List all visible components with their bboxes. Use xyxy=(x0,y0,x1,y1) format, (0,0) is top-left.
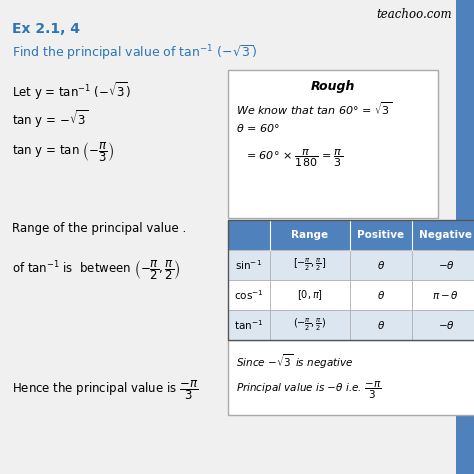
Text: Negative: Negative xyxy=(419,230,473,240)
Text: tan y = $-\sqrt{3}$: tan y = $-\sqrt{3}$ xyxy=(12,108,88,130)
Bar xyxy=(228,310,270,340)
Text: Let y = tan$^{-1}$ $(-\sqrt{3})$: Let y = tan$^{-1}$ $(-\sqrt{3})$ xyxy=(12,80,131,102)
Text: $\theta$ = 60°: $\theta$ = 60° xyxy=(236,122,280,134)
Text: Principal value is $-\theta$ i.e. $\dfrac{-\pi}{3}$: Principal value is $-\theta$ i.e. $\dfra… xyxy=(236,380,382,401)
Bar xyxy=(350,250,412,280)
Bar xyxy=(412,250,474,280)
Text: sin$^{-1}$: sin$^{-1}$ xyxy=(236,258,263,272)
Bar xyxy=(270,310,350,340)
Text: $\pi-\theta$: $\pi-\theta$ xyxy=(432,289,460,301)
Bar xyxy=(456,0,474,474)
Text: Find the principal value of tan$^{-1}$ $(-\sqrt{3})$: Find the principal value of tan$^{-1}$ $… xyxy=(12,44,257,63)
Text: $[-\frac{\pi}{2}, \frac{\pi}{2}]$: $[-\frac{\pi}{2}, \frac{\pi}{2}]$ xyxy=(293,256,327,273)
Bar xyxy=(350,310,412,340)
Text: tan$^{-1}$: tan$^{-1}$ xyxy=(235,318,264,332)
Text: teachoo.com: teachoo.com xyxy=(376,8,452,21)
Bar xyxy=(228,220,474,340)
Bar xyxy=(270,250,350,280)
Bar xyxy=(350,280,412,310)
Text: Range of the principal value .: Range of the principal value . xyxy=(12,222,186,235)
Bar xyxy=(412,280,474,310)
Text: Hence the principal value is $\dfrac{-\pi}{3}$: Hence the principal value is $\dfrac{-\p… xyxy=(12,378,198,401)
Text: We know that tan 60° = $\sqrt{3}$: We know that tan 60° = $\sqrt{3}$ xyxy=(236,100,392,117)
Bar xyxy=(228,280,270,310)
Bar xyxy=(412,310,474,340)
Text: $(-\frac{\pi}{2}, \frac{\pi}{2})$: $(-\frac{\pi}{2}, \frac{\pi}{2})$ xyxy=(293,317,327,333)
Text: $-\theta$: $-\theta$ xyxy=(438,259,455,271)
Text: Since $-\sqrt{3}$ is negative: Since $-\sqrt{3}$ is negative xyxy=(236,352,354,371)
Text: of tan$^{-1}$ is  between $\left(-\dfrac{\pi}{2}, \dfrac{\pi}{2}\right)$: of tan$^{-1}$ is between $\left(-\dfrac{… xyxy=(12,258,181,282)
Text: Positive: Positive xyxy=(357,230,405,240)
Text: Range: Range xyxy=(292,230,328,240)
Text: $-\theta$: $-\theta$ xyxy=(438,319,455,331)
Text: Rough: Rough xyxy=(311,80,355,93)
Text: $[0,\pi]$: $[0,\pi]$ xyxy=(297,288,323,302)
Text: $\theta$: $\theta$ xyxy=(377,259,385,271)
Text: Ex 2.1, 4: Ex 2.1, 4 xyxy=(12,22,80,36)
Text: cos$^{-1}$: cos$^{-1}$ xyxy=(234,288,264,302)
Text: $\theta$: $\theta$ xyxy=(377,289,385,301)
Bar xyxy=(228,70,438,218)
Bar xyxy=(228,250,270,280)
Text: tan y = tan $\left(-\dfrac{\pi}{3}\right)$: tan y = tan $\left(-\dfrac{\pi}{3}\right… xyxy=(12,140,114,164)
Text: $\theta$: $\theta$ xyxy=(377,319,385,331)
Text: = 60° $\times$ $\dfrac{\pi}{180}$ = $\dfrac{\pi}{3}$: = 60° $\times$ $\dfrac{\pi}{180}$ = $\df… xyxy=(246,148,343,170)
Bar xyxy=(228,220,474,250)
Bar xyxy=(270,280,350,310)
Bar xyxy=(228,340,474,415)
